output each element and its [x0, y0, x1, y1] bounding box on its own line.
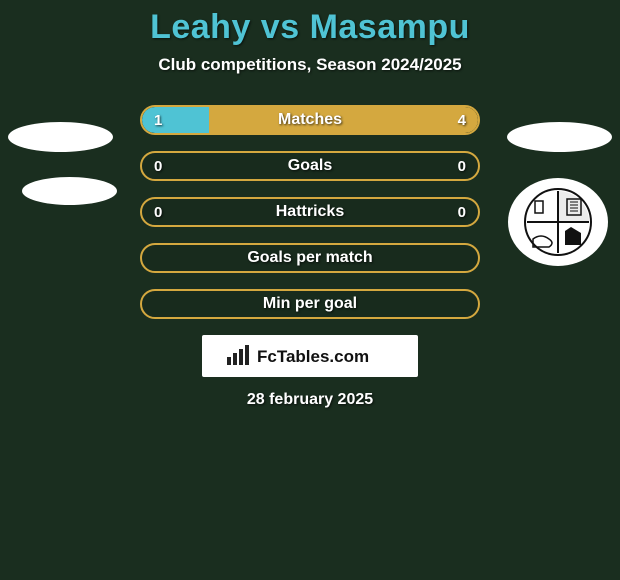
fctables-logo-icon: FcTables.com — [225, 343, 395, 369]
brand-text: FcTables.com — [257, 347, 369, 366]
stat-right-value: 0 — [458, 158, 466, 175]
page-title: Leahy vs Masampu — [0, 8, 620, 47]
stat-rows: 1Matches40Goals00Hattricks0Goals per mat… — [140, 105, 480, 319]
stat-right-value: 0 — [458, 204, 466, 221]
stat-label: Min per goal — [142, 295, 478, 313]
stat-right-value: 4 — [458, 112, 466, 129]
date-label: 28 february 2025 — [0, 391, 620, 409]
stat-row: 0Goals0 — [140, 151, 480, 181]
stat-label: Hattricks — [142, 203, 478, 221]
brand-badge[interactable]: FcTables.com — [202, 335, 418, 377]
stat-row: 0Hattricks0 — [140, 197, 480, 227]
stat-row: Goals per match — [140, 243, 480, 273]
stat-label: Goals — [142, 157, 478, 175]
stat-row: Min per goal — [140, 289, 480, 319]
stat-label: Goals per match — [142, 249, 478, 267]
stat-row: 1Matches4 — [140, 105, 480, 135]
subtitle: Club competitions, Season 2024/2025 — [0, 55, 620, 75]
stat-label: Matches — [142, 111, 478, 129]
comparison-card: Leahy vs Masampu Club competitions, Seas… — [0, 0, 620, 409]
